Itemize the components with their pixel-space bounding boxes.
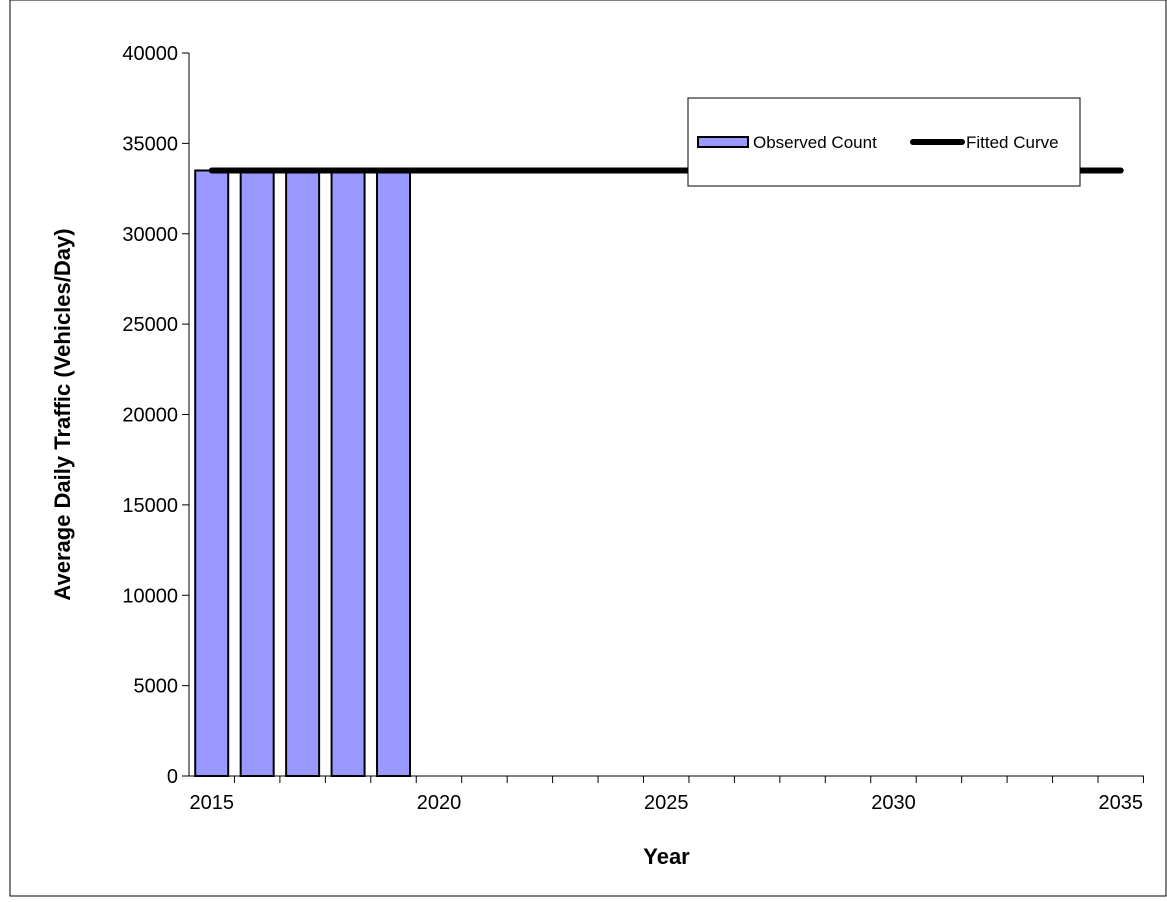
legend-swatch-observed [697, 136, 749, 148]
legend: Observed Count Fitted Curve [687, 97, 1081, 187]
legend-box [687, 97, 1081, 187]
y-tick-label: 0 [167, 766, 178, 788]
y-tick-label: 40000 [122, 43, 178, 65]
y-tick-label: 30000 [122, 224, 178, 246]
bar [239, 169, 275, 778]
y-tick-label: 35000 [122, 133, 178, 155]
legend-label-fitted: Fitted Curve [966, 133, 1059, 152]
bar [285, 169, 321, 778]
y-tick-label: 10000 [122, 585, 178, 607]
x-tick-label: 2025 [644, 792, 689, 814]
y-tick-label: 20000 [122, 405, 178, 427]
x-tick-label: 2020 [417, 792, 462, 814]
bar [194, 169, 230, 778]
x-tick-label: 2015 [189, 792, 234, 814]
x-axis-title: Year [643, 844, 690, 869]
bar [376, 169, 412, 778]
x-tick-label: 2030 [871, 792, 916, 814]
bar [330, 169, 366, 778]
legend-label-observed: Observed Count [753, 133, 877, 152]
y-tick-label: 15000 [122, 495, 178, 517]
bar-series-observed [194, 169, 412, 778]
y-tick-label: 5000 [134, 676, 179, 698]
y-axis-title: Average Daily Traffic (Vehicles/Day) [50, 228, 75, 600]
y-tick-label: 25000 [122, 314, 178, 336]
x-tick-label: 2035 [1098, 792, 1143, 814]
